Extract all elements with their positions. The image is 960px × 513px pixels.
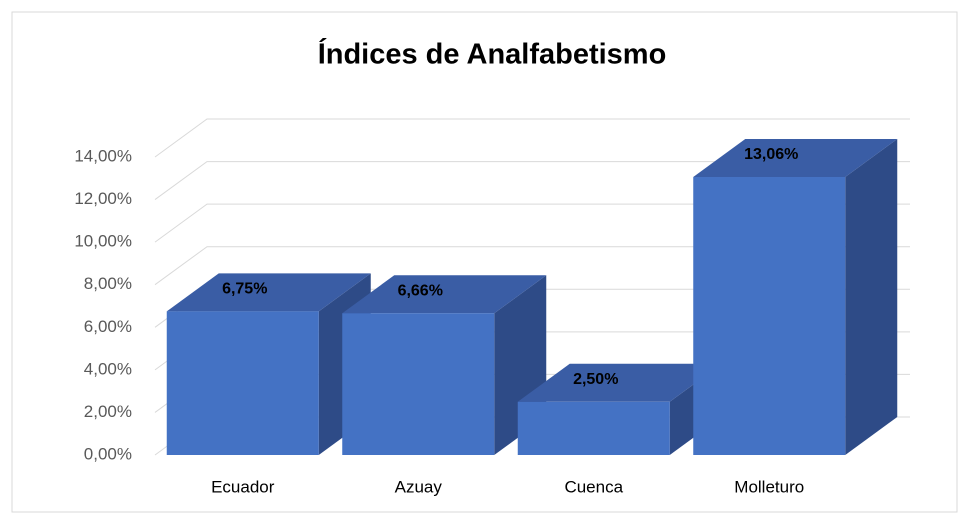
x-tick-label: Molleturo: [734, 477, 804, 496]
value-label: 13,06%: [744, 146, 798, 163]
bar: [342, 275, 547, 455]
y-tick-label: 12,00%: [74, 189, 132, 208]
grid-line: [154, 118, 910, 158]
bar-front: [342, 313, 495, 455]
y-tick-label: 10,00%: [74, 232, 132, 251]
y-tick-label: 4,00%: [84, 359, 132, 378]
bar: [517, 363, 722, 455]
y-tick-label: 6,00%: [84, 317, 132, 336]
bar-side: [845, 139, 898, 455]
x-tick-label: Ecuador: [211, 477, 275, 496]
y-tick-label: 2,00%: [84, 402, 132, 421]
value-label: 6,66%: [398, 282, 443, 299]
grid-line: [154, 246, 910, 286]
x-tick-label: Cuenca: [564, 477, 623, 496]
y-tick-label: 14,00%: [74, 146, 132, 165]
bar-top: [342, 275, 547, 314]
y-tick-label: 8,00%: [84, 274, 132, 293]
bar: [693, 139, 898, 455]
value-label: 6,75%: [222, 281, 267, 298]
bar-front: [517, 401, 670, 455]
bar: [166, 273, 371, 455]
bar-front: [166, 311, 319, 455]
bar-top: [693, 139, 898, 178]
chart-title: Índices de Analfabetismo: [318, 37, 667, 71]
grid-line: [154, 161, 910, 200]
grid-line: [154, 203, 910, 243]
bar-front: [693, 177, 846, 455]
x-tick-label: Azuay: [395, 477, 443, 496]
y-tick-label: 0,00%: [84, 444, 132, 463]
bar-top: [517, 363, 722, 402]
value-label: 2,50%: [573, 371, 618, 388]
bar-top: [166, 273, 371, 312]
